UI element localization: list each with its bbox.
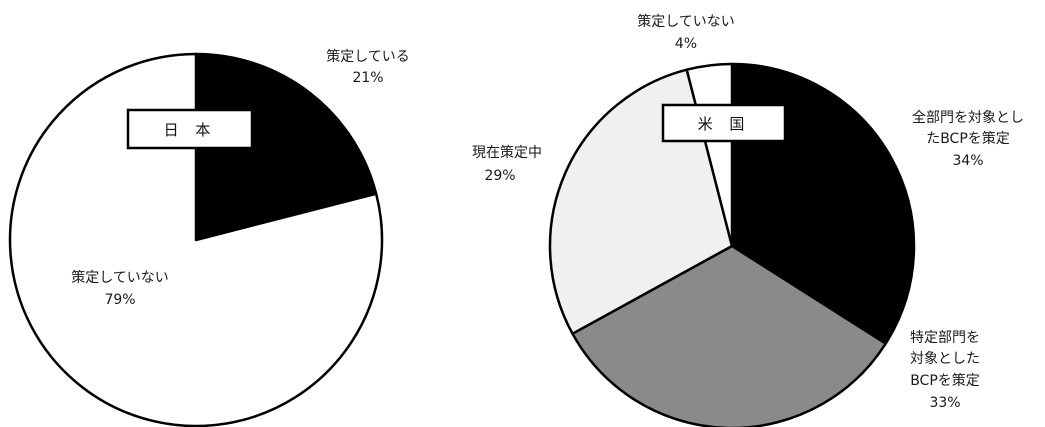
us-label-4: 策定していない 4%: [637, 13, 735, 52]
us-label-2-line-3: BCPを策定: [910, 372, 980, 389]
us-title-box: 米 国: [661, 103, 787, 143]
japan-label-2: 策定していない 79%: [71, 269, 169, 308]
us-label-2-value: 33%: [929, 395, 960, 411]
us-label-1: 全部門を対象とし たBCPを策定 34%: [912, 109, 1024, 169]
japan-pie-slice-2: [8, 52, 384, 427]
us-label-1-line-1: 全部門を対象とし: [912, 109, 1024, 126]
japan-label-2-value: 79%: [104, 292, 135, 308]
us-title: 米 国: [698, 115, 751, 133]
us-label-1-value: 34%: [952, 153, 983, 169]
us-label-2-line-1: 特定部門を: [910, 330, 980, 346]
japan-title-box: 日 本: [126, 108, 254, 150]
japan-label-1: 策定している 21%: [326, 48, 410, 86]
japan-label-1-value: 21%: [352, 70, 383, 86]
us-label-2-line-2: 対象とした: [910, 351, 980, 367]
us-label-3: 現在策定中 29%: [472, 144, 542, 184]
japan-title: 日 本: [164, 121, 217, 139]
us-label-4-name: 策定していない: [637, 13, 735, 30]
japan-pie-slice-1: [194, 52, 378, 242]
japan-label-1-name: 策定している: [326, 48, 410, 65]
us-label-3-value: 29%: [484, 168, 515, 184]
us-label-1-line-2: たBCPを策定: [926, 130, 1010, 147]
us-label-2: 特定部門を 対象とした BCPを策定 33%: [910, 330, 980, 411]
us-label-4-value: 4%: [675, 36, 697, 52]
us-label-3-name: 現在策定中: [472, 144, 542, 161]
japan-label-2-name: 策定していない: [71, 269, 169, 286]
pie-chart-japan: [8, 52, 384, 427]
